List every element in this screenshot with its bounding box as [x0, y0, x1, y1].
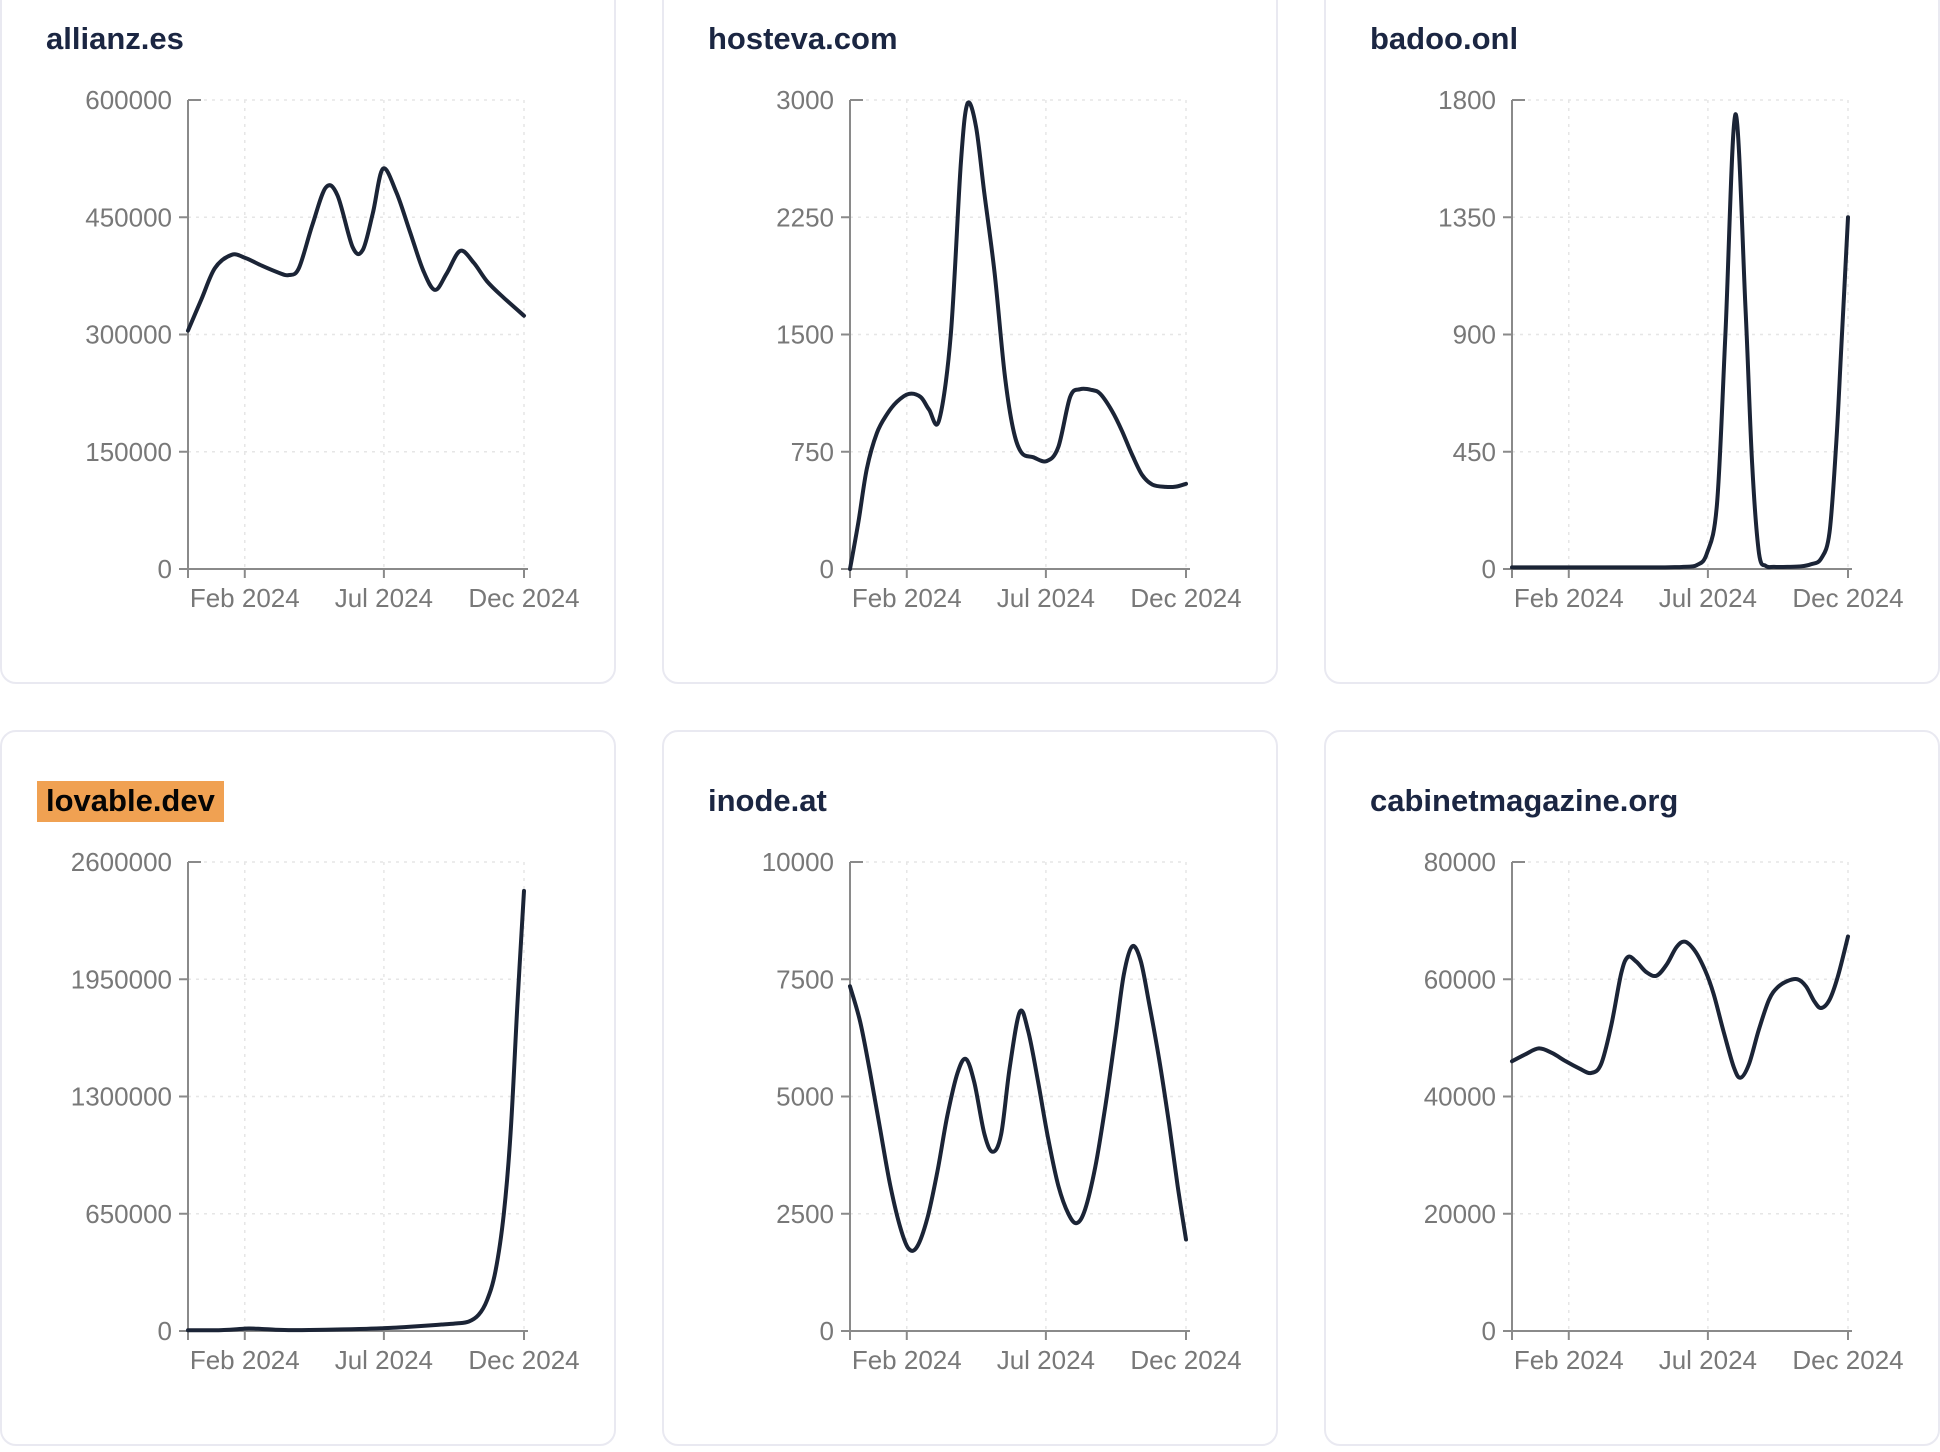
chart-title: allianz.es [46, 18, 184, 60]
domain-chart-card: hosteva.com 0 750 1500 2250 3000 Feb 2024 Jul … [662, 0, 1278, 684]
svg-text:Dec 2024: Dec 2024 [1130, 1345, 1241, 1375]
svg-text:Feb 2024: Feb 2024 [1514, 1345, 1624, 1375]
svg-text:2500: 2500 [776, 1199, 834, 1229]
domain-chart-card: allianz.es 0 150000 300000 450000 600000 Feb … [0, 0, 616, 684]
svg-text:900: 900 [1453, 320, 1496, 350]
line-chart: 0 650000 1300000 1950000 2600000 Feb 2024 Jul … [71, 847, 580, 1375]
line-chart: 0 150000 300000 450000 600000 Feb 2024 Jul 202… [85, 85, 579, 613]
svg-text:1500: 1500 [776, 320, 834, 350]
domain-name: cabinetmagazine.org [1370, 783, 1679, 818]
svg-text:Jul 2024: Jul 2024 [1659, 1345, 1757, 1375]
svg-text:Feb 2024: Feb 2024 [190, 583, 300, 613]
svg-text:Jul 2024: Jul 2024 [335, 583, 433, 613]
svg-text:0: 0 [158, 1316, 172, 1346]
svg-text:3000: 3000 [776, 85, 834, 115]
svg-text:0: 0 [820, 1316, 834, 1346]
svg-text:80000: 80000 [1424, 847, 1496, 877]
svg-text:Feb 2024: Feb 2024 [852, 1345, 962, 1375]
svg-text:20000: 20000 [1424, 1199, 1496, 1229]
domain-chart-card: lovable.dev 0 650000 1300000 1950000 2600000… [0, 730, 616, 1446]
chart-title: cabinetmagazine.org [1370, 780, 1678, 822]
svg-text:Dec 2024: Dec 2024 [1792, 1345, 1903, 1375]
svg-text:600000: 600000 [85, 85, 172, 115]
chart-title: badoo.onl [1370, 18, 1518, 60]
domain-name: inode.at [708, 783, 827, 818]
svg-text:1800: 1800 [1438, 85, 1496, 115]
chart-title: lovable.dev [37, 780, 224, 822]
svg-text:10000: 10000 [762, 847, 834, 877]
line-chart: 0 20000 40000 60000 80000 Feb 2024 Jul 2024 Dec… [1424, 847, 1904, 1375]
svg-text:Dec 2024: Dec 2024 [1130, 583, 1241, 613]
svg-text:Dec 2024: Dec 2024 [1792, 583, 1903, 613]
svg-text:60000: 60000 [1424, 964, 1496, 994]
svg-text:1350: 1350 [1438, 202, 1496, 232]
svg-text:Jul 2024: Jul 2024 [335, 1345, 433, 1375]
svg-text:40000: 40000 [1424, 1082, 1496, 1112]
svg-text:Jul 2024: Jul 2024 [997, 1345, 1095, 1375]
domain-name: lovable.dev [37, 781, 224, 822]
line-chart: 0 450 900 1350 1800 Feb 2024 Jul 2024 Dec 2024 [1438, 85, 1904, 613]
svg-text:Dec 2024: Dec 2024 [468, 1345, 579, 1375]
svg-text:0: 0 [1482, 1316, 1496, 1346]
svg-text:750: 750 [791, 437, 834, 467]
svg-text:450: 450 [1453, 437, 1496, 467]
line-chart: 0 2500 5000 7500 10000 Feb 2024 Jul 2024 Dec 20… [762, 847, 1242, 1375]
domain-name: badoo.onl [1370, 21, 1519, 56]
domain-chart-card: cabinetmagazine.org 0 20000 40000 60000 8000… [1324, 730, 1940, 1446]
svg-text:2600000: 2600000 [71, 847, 172, 877]
svg-text:1950000: 1950000 [71, 964, 172, 994]
svg-text:0: 0 [1482, 554, 1496, 584]
domain-name: hosteva.com [708, 21, 898, 56]
svg-text:Jul 2024: Jul 2024 [997, 583, 1095, 613]
svg-text:Jul 2024: Jul 2024 [1659, 583, 1757, 613]
svg-text:1300000: 1300000 [71, 1082, 172, 1112]
chart-title: hosteva.com [708, 18, 898, 60]
svg-text:0: 0 [820, 554, 834, 584]
svg-text:2250: 2250 [776, 202, 834, 232]
domain-chart-card: badoo.onl 0 450 900 1350 1800 Feb 2024 Jul 202… [1324, 0, 1940, 684]
svg-text:Feb 2024: Feb 2024 [852, 583, 962, 613]
line-chart: 0 750 1500 2250 3000 Feb 2024 Jul 2024 Dec 2024 [776, 85, 1242, 613]
svg-text:0: 0 [158, 554, 172, 584]
svg-text:150000: 150000 [85, 437, 172, 467]
domain-chart-card: inode.at 0 2500 5000 7500 10000 Feb 2024 Jul 2… [662, 730, 1278, 1446]
svg-text:7500: 7500 [776, 964, 834, 994]
svg-text:Feb 2024: Feb 2024 [1514, 583, 1624, 613]
svg-text:Feb 2024: Feb 2024 [190, 1345, 300, 1375]
svg-text:300000: 300000 [85, 320, 172, 350]
svg-text:650000: 650000 [85, 1199, 172, 1229]
domain-name: allianz.es [46, 21, 184, 56]
chart-title: inode.at [708, 780, 827, 822]
svg-text:5000: 5000 [776, 1082, 834, 1112]
svg-text:450000: 450000 [85, 202, 172, 232]
svg-text:Dec 2024: Dec 2024 [468, 583, 579, 613]
